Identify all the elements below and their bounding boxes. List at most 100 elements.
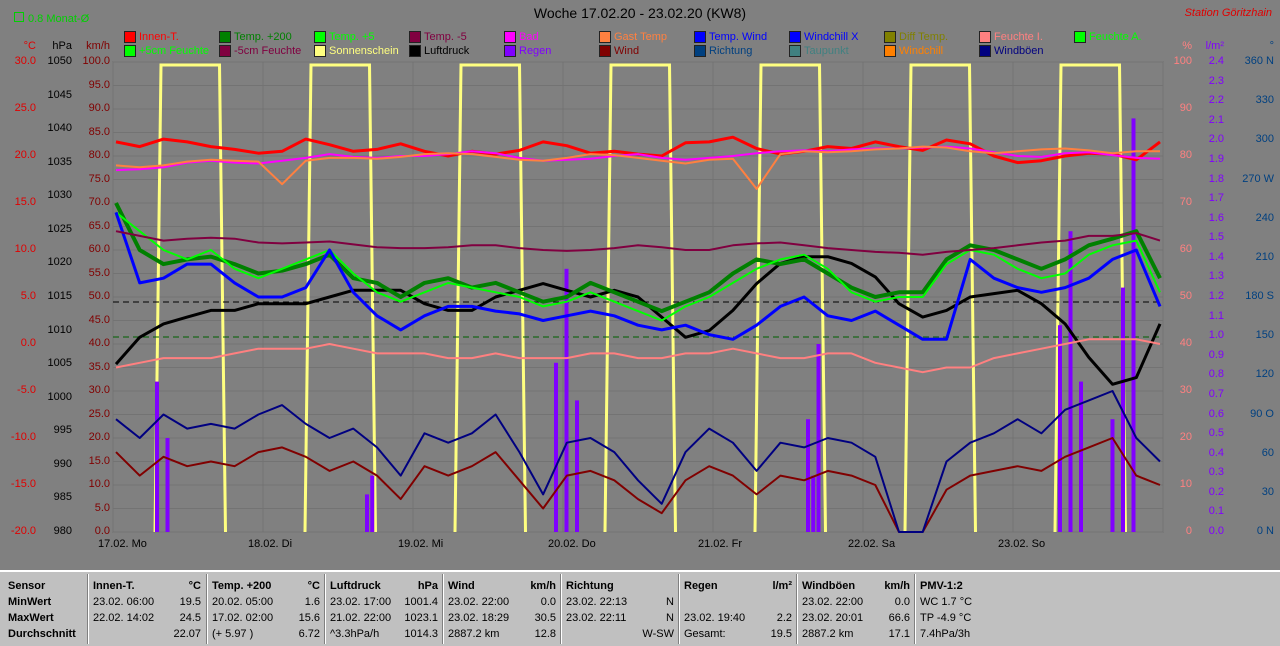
y-tick-label: 1.3: [1208, 270, 1224, 283]
y-tick-label: 35.0: [88, 360, 110, 373]
table-column: Wind km/h 23.02. 22:00 0.0 23.02. 18:29 30.5 2…: [448, 580, 556, 640]
series-line: [114, 255, 1162, 386]
y-tick-label: 0.0: [94, 525, 110, 537]
column-separator: [914, 574, 916, 644]
legend-item: Regen: [504, 45, 551, 57]
y-tick-label: 0.7: [1208, 387, 1224, 400]
y-tick-label: 1050: [47, 55, 72, 67]
column-separator: [796, 574, 798, 644]
y-tick-label: 90 O: [1250, 407, 1274, 420]
y-tick-label: 90: [1179, 102, 1192, 114]
column-separator: [678, 574, 680, 644]
sunshine-block: [753, 63, 827, 533]
y-tick-label: 70: [1179, 196, 1192, 208]
y-tick-label: 1015: [47, 290, 72, 302]
y-tick-label: 2.0: [1208, 133, 1224, 146]
y-tick-label: 0.3: [1208, 466, 1224, 479]
x-tick-label: 18.02. Di: [248, 538, 293, 550]
y-tick-label: 0.4: [1208, 446, 1224, 459]
y-tick-label: 50.0: [88, 290, 110, 302]
y-tick-label: 330: [1255, 94, 1274, 107]
y-tick-label: 1045: [47, 88, 72, 101]
legend-item: Temp. +200: [219, 31, 292, 43]
legend-item: Sonnenschein: [314, 45, 399, 57]
sunshine-block: [153, 63, 227, 533]
y-tick-label: -20.0: [10, 525, 36, 537]
table-column: Regen l/m² 23.02. 19:40 2.2 Gesamt: 19.5: [684, 580, 792, 640]
y-tick-label: 30.0: [88, 384, 110, 396]
y-tick-label: 15.0: [88, 454, 110, 467]
y-tick-label: 0: [1185, 525, 1192, 537]
legend-item: Luftdruck: [409, 45, 469, 57]
axis-unit: km/h: [86, 40, 110, 52]
y-tick-label: 20.0: [88, 431, 110, 443]
series-line: [115, 390, 1161, 533]
y-tick-label: 0.6: [1208, 407, 1224, 420]
sunshine-block: [903, 63, 977, 533]
legend-item: Temp. Wind: [694, 31, 767, 43]
y-tick-label: 1035: [47, 155, 72, 168]
rain-bar: [365, 494, 369, 532]
rain-bar: [564, 268, 569, 532]
x-tick-label: 19.02. Mi: [398, 538, 444, 550]
y-tick-label: 100: [1173, 55, 1192, 67]
legend-item: -5cm Feuchte: [219, 45, 301, 57]
y-tick-label: 10.0: [14, 243, 36, 255]
y-tick-label: -15.0: [10, 478, 36, 490]
y-tick-label: 2.4: [1208, 55, 1224, 67]
y-tick-label: 990: [53, 457, 72, 470]
legend-item: Innen-T.: [124, 31, 179, 43]
y-tick-label: 1005: [47, 357, 72, 370]
y-tick-label: 0 N: [1256, 525, 1274, 537]
series-line: [115, 437, 1161, 533]
y-tick-label: 25.0: [14, 102, 36, 114]
rain-bar: [1131, 118, 1136, 533]
column-separator: [87, 574, 89, 644]
axis-unit: hPa: [52, 40, 72, 52]
y-tick-label: 985: [53, 491, 72, 504]
x-tick-label: 17.02. Mo: [98, 538, 147, 550]
y-tick-label: 30: [1179, 384, 1192, 396]
y-tick-label: 15.0: [14, 196, 36, 208]
rain-bar: [165, 438, 170, 532]
axis-unit: °: [1269, 40, 1274, 52]
chart-title: Woche 17.02.20 - 23.02.20 (KW8): [533, 5, 747, 21]
y-tick-label: 0.9: [1208, 348, 1224, 361]
y-tick-label: 1000: [47, 390, 72, 403]
legend-item: Gast Temp: [599, 31, 667, 43]
y-tick-label: 1010: [47, 323, 72, 336]
rain-bar: [1068, 231, 1073, 532]
y-tick-label: 180 S: [1245, 290, 1274, 302]
y-tick-label: 25.0: [88, 407, 110, 420]
y-tick-label: 5.0: [20, 290, 36, 302]
legend-item: Windböen: [979, 45, 1044, 57]
rain-bar: [806, 419, 810, 532]
legend-item: Feuchte A.: [1074, 31, 1142, 43]
y-tick-label: 2.2: [1208, 94, 1224, 107]
y-tick-label: 60: [1261, 446, 1274, 459]
chart-plot: [112, 61, 1164, 533]
y-tick-label: 0.2: [1208, 485, 1224, 498]
column-separator: [324, 574, 326, 644]
column-separator: [206, 574, 208, 644]
y-tick-label: 270 W: [1242, 172, 1274, 185]
y-tick-label: 1025: [47, 222, 72, 235]
series-line: [114, 211, 1162, 341]
y-tick-label: 1030: [47, 189, 72, 202]
y-tick-label: 20: [1179, 431, 1192, 443]
y-tick-label: 65.0: [88, 219, 110, 232]
y-tick-label: 60.0: [88, 243, 110, 255]
rain-bar: [370, 475, 375, 532]
series-line: [115, 145, 1160, 190]
station-name: Station Göritzhain: [1184, 7, 1272, 19]
y-tick-label: 995: [53, 424, 72, 437]
y-tick-label: 1.6: [1208, 211, 1224, 224]
y-tick-label: 1.8: [1208, 172, 1224, 185]
legend-item: Richtung: [694, 45, 752, 57]
table-column: Luftdruck hPa 23.02. 17:00 1001.4 21.02. 22:…: [330, 580, 438, 640]
y-tick-label: 1.1: [1208, 309, 1224, 322]
y-tick-label: 1.5: [1208, 231, 1224, 244]
y-tick-label: 30.0: [14, 55, 36, 67]
column-separator: [560, 574, 562, 644]
y-tick-label: 1.4: [1208, 250, 1224, 263]
